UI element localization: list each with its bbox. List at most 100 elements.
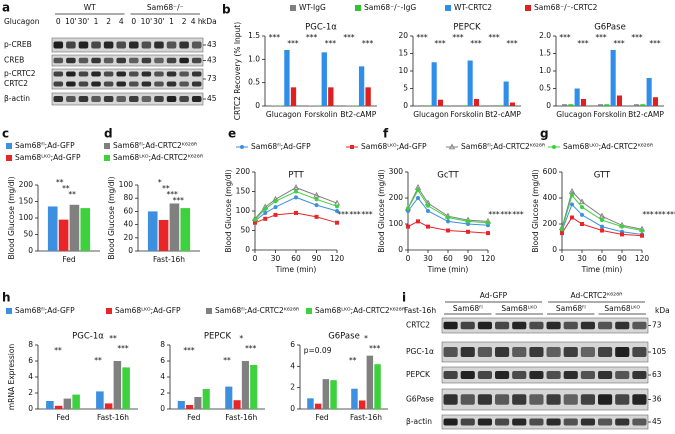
significance: ***: [269, 33, 281, 42]
band: [166, 71, 177, 77]
band: [141, 57, 152, 64]
band: [512, 321, 527, 330]
band: [78, 57, 89, 64]
band: [477, 371, 492, 379]
y-tick-label: 20: [123, 233, 133, 242]
band: [477, 418, 492, 426]
bar: [616, 95, 622, 106]
bar: [455, 105, 461, 106]
band: [546, 347, 561, 357]
band: [116, 96, 126, 102]
treatment: Glucagon: [4, 17, 40, 26]
band: [632, 347, 647, 357]
y-tick-label: 0: [552, 245, 557, 254]
point: [486, 220, 490, 225]
band: [116, 57, 126, 64]
band: [477, 321, 492, 330]
panel-title: G6Pase: [328, 332, 360, 342]
line: [561, 194, 643, 231]
legend-swatch: [104, 143, 110, 149]
band: [460, 321, 475, 330]
row-label: PEPCK: [406, 370, 431, 379]
band: [443, 371, 458, 379]
y-tick-label: 0.5: [539, 84, 551, 93]
point: [294, 210, 298, 215]
bar: [652, 97, 658, 106]
band: [78, 41, 89, 49]
significance: ***: [166, 190, 178, 199]
lane-label: 30': [153, 17, 165, 26]
significance: ***: [500, 210, 512, 219]
row-label: CRTC2: [406, 321, 430, 330]
band: [443, 394, 458, 405]
band: [632, 321, 647, 330]
point: [560, 231, 564, 236]
point: [580, 212, 584, 217]
x-tick-label: 90: [463, 254, 473, 263]
legend-label: Sam68ᴸᴷᴼ;Ad-GFP: [115, 306, 181, 315]
band: [53, 96, 64, 102]
y-tick-label: 100: [19, 213, 34, 222]
y-tick-label: 200: [543, 219, 558, 228]
bar: [425, 105, 431, 106]
band: [141, 96, 152, 102]
significance: ***: [343, 33, 355, 42]
significance: ***: [506, 39, 518, 48]
significance: ***: [452, 33, 464, 42]
band: [563, 394, 578, 405]
y-axis-label: Blood Glucose (mg/dl): [531, 169, 540, 252]
legend-label: Sam68ᶠˡ;Ad-CRTC2ᴷ⁶²⁸ᴿ: [215, 306, 300, 315]
x-tick-label: 90: [312, 254, 322, 263]
panel-title: PEPCK: [453, 23, 481, 33]
significance: **: [54, 346, 62, 355]
line: [561, 203, 643, 235]
band: [179, 96, 189, 102]
bar: [241, 361, 249, 409]
x-tick-label: Bt2-cAMP: [485, 110, 521, 119]
significance: ***: [349, 210, 361, 219]
band: [66, 41, 76, 49]
kda-label: 36: [652, 395, 662, 404]
bar: [491, 105, 497, 106]
y-axis-label: Blood Glucose (mg/dl): [377, 169, 386, 252]
x-tick-label: Forskolin: [304, 110, 337, 119]
legend-label: Sam68⁻/⁻-CRTC2: [534, 3, 598, 12]
band: [154, 57, 164, 64]
bar: [634, 104, 640, 106]
bar: [322, 379, 330, 409]
x-tick-label: Fed: [56, 413, 70, 422]
significance: ***: [613, 39, 625, 48]
band: [129, 57, 139, 64]
legend-swatch: [525, 5, 531, 11]
y-tick-label: 4: [290, 361, 295, 370]
bar: [497, 105, 503, 106]
point: [466, 229, 470, 234]
lane-label: 10': [65, 17, 77, 26]
band: [191, 57, 202, 64]
row-label: G6Pase: [406, 395, 434, 404]
condition: Fast-16h: [404, 306, 436, 315]
y-tick-label: 0: [160, 404, 165, 413]
significance: ***: [287, 39, 299, 48]
row-label: p-CREB: [4, 40, 32, 49]
lane-label: 0: [131, 17, 136, 26]
panel-title: PTT: [288, 171, 304, 181]
point: [640, 233, 644, 238]
row-label: CRTC2: [4, 79, 28, 88]
panel-title: GTT: [594, 171, 611, 181]
band: [443, 418, 458, 426]
y-tick-label: 1.0: [248, 54, 260, 63]
bar: [307, 398, 314, 409]
legend-marker: [240, 145, 244, 149]
significance: **: [62, 184, 70, 193]
bar: [194, 397, 202, 409]
bar: [419, 105, 425, 106]
band: [546, 371, 561, 379]
band: [53, 81, 64, 87]
legend-label: WT-CRTC2: [454, 3, 492, 12]
y-tick-label: 100: [389, 219, 404, 228]
significance: ***: [183, 346, 195, 355]
y-tick-label: 6: [290, 340, 295, 349]
treatment-label: Ad-GFP: [480, 291, 508, 300]
band: [546, 418, 561, 426]
